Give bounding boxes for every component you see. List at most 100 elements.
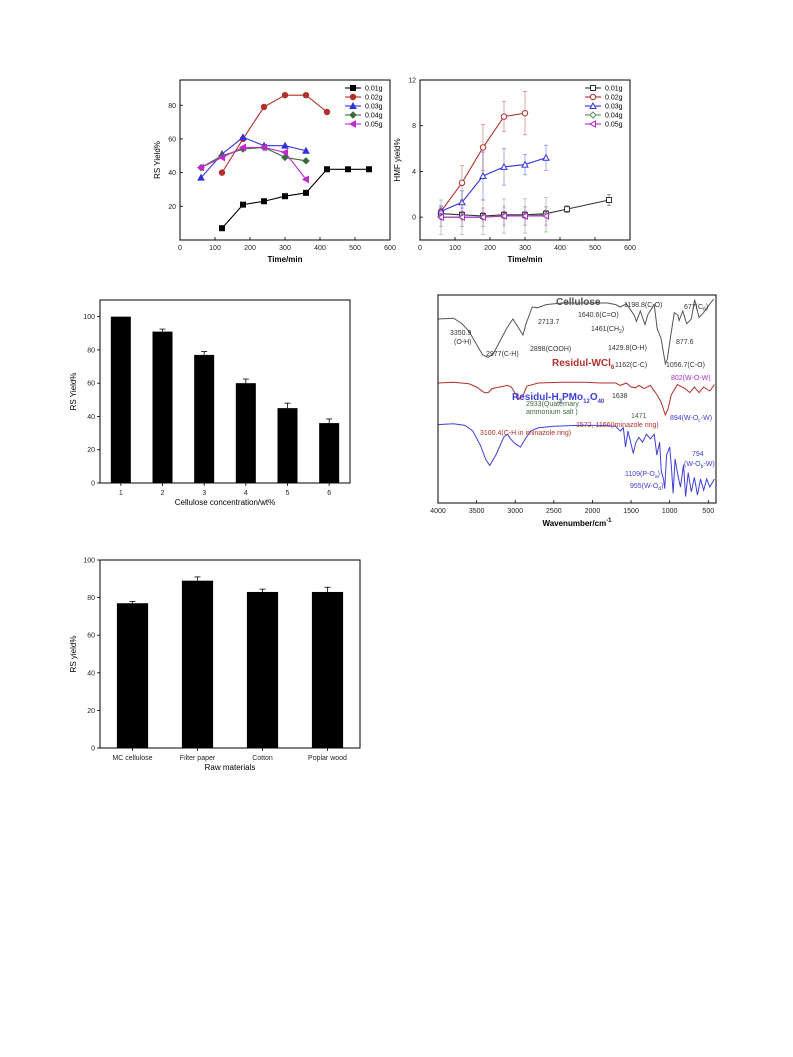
y-tick-label: 0 — [91, 746, 95, 753]
x-tick-label: 6 — [327, 490, 331, 497]
ftir-label-894: 894(W-Oc-W) — [670, 415, 712, 424]
ftir-label-1461: 1461(CH2) — [591, 326, 624, 335]
ftir-label-2933b: ammonium salt ) — [526, 409, 578, 416]
legend-label: 0.02g — [365, 95, 383, 102]
bar — [246, 591, 279, 748]
data-point — [261, 198, 267, 205]
ftir-annotations: Cellulose Residul-WCl6 Residul-H3PMo12O4… — [450, 297, 715, 492]
legend-label: 0.05g — [365, 122, 383, 129]
hmf-time-chart: 0 100 200 300 400 500 600 0 4 8 12 Time/min HMF yiel… — [393, 70, 640, 265]
x-tick-label: Cotton — [252, 755, 273, 762]
x-tick-label: 300 — [519, 245, 531, 252]
x-tick-label: 1000 — [662, 508, 678, 515]
x-tick-label: 2500 — [546, 508, 562, 515]
hmf-time-svg: 0 100 200 300 400 500 600 0 4 8 12 Time/min HMF yiel… — [393, 78, 636, 265]
data-point — [521, 160, 529, 168]
x-tick-label: 5 — [286, 490, 290, 497]
y-tick-label: 8 — [412, 123, 416, 130]
legend-label: 0.03g — [365, 104, 383, 111]
y-axis-label: RS yield% — [69, 636, 78, 673]
data-point — [323, 108, 331, 116]
x-tick-label: Poplar wood — [308, 755, 347, 762]
data-point — [197, 173, 205, 181]
y-axis-label: HMF yield% — [393, 138, 402, 181]
x-tick-label: 300 — [279, 245, 291, 252]
x-tick-label: 200 — [484, 245, 496, 252]
x-tick-label: 0 — [418, 245, 422, 252]
data-point — [324, 166, 330, 173]
ftir-label-oh: (O-H) — [454, 339, 472, 346]
legend-label: 0.05g — [605, 122, 623, 129]
data-point — [479, 171, 487, 179]
legend-marker — [349, 93, 357, 101]
x-axis-label: Cellulose concentration/wt% — [175, 498, 276, 507]
y-tick-label: 60 — [87, 381, 95, 388]
rs-time-chart: 0 100 200 300 400 500 600 20 40 60 80 Time/min RS Yi… — [150, 70, 400, 265]
ftir-label-955: 955(W-Od) — [630, 483, 663, 492]
ftir-label-3350: 3350.9 — [450, 330, 472, 337]
data-point — [302, 146, 310, 154]
data-point — [302, 91, 310, 99]
ftir-label-2977: 2977(C-H) — [486, 351, 519, 358]
series-line — [440, 199, 610, 217]
legend-label: 0.03g — [605, 104, 623, 111]
data-point — [436, 213, 444, 221]
ftir-label-1640: 1640.6(C=O) — [578, 312, 619, 319]
x-tick-label: 4000 — [430, 508, 446, 515]
data-point — [218, 169, 226, 176]
data-point — [301, 175, 309, 184]
x-tick-label: 1 — [119, 490, 123, 497]
data-point — [196, 163, 204, 172]
data-point — [282, 193, 288, 200]
y-axis-label: RS Yield% — [69, 373, 78, 411]
x-axis-label: Wavenumber/cm-1 — [542, 518, 612, 528]
legend-label: 0.01g — [365, 86, 383, 93]
legend-label: 0.04g — [365, 113, 383, 120]
x-tick-label: MC cellulose — [112, 755, 152, 762]
y-tick-label: 0 — [412, 215, 416, 222]
bar — [194, 354, 215, 483]
ftir-label-2933a: 2933(Quaternary — [526, 401, 579, 408]
x-tick-label: 500 — [589, 245, 601, 252]
y-tick-label: 40 — [168, 170, 176, 177]
data-point — [521, 109, 529, 117]
series-line — [440, 157, 547, 212]
ftir-label-3100: 3100.4(C-H in iminazole ring) — [480, 430, 571, 437]
x-tick-label: 4 — [244, 490, 248, 497]
ftir-label-794b: (W-Ob-W) — [684, 461, 715, 470]
legend-label: 0.04g — [605, 113, 623, 120]
series-0.03g: 0.03g — [437, 101, 623, 217]
x-tick-label: 400 — [554, 245, 566, 252]
x-axis-label: Raw materials — [205, 763, 256, 772]
series-line — [200, 146, 307, 180]
x-tick-label: 500 — [349, 245, 361, 252]
x-tick-label: 3500 — [469, 508, 485, 515]
data-point — [240, 201, 246, 208]
ftir-label-677: 677(C6) — [684, 304, 708, 313]
series-line — [200, 136, 307, 179]
x-tick-label: 2 — [161, 490, 165, 497]
series-0.05g: 0.05g — [196, 120, 383, 184]
series-line — [221, 168, 369, 229]
data-point — [478, 213, 486, 221]
rs-concentration-svg: 0 20 40 60 80 100 1 2 3 4 5 6 Cellulose concentratio… — [69, 299, 351, 507]
rs-raw-materials-plot-frame — [99, 559, 361, 749]
ftir-label-1471: 1471 — [631, 413, 647, 420]
data-point — [281, 141, 289, 149]
ftir-series-Residul-H3PMo12O40 — [437, 423, 715, 497]
y-tick-label: 20 — [168, 204, 176, 211]
bar — [152, 331, 173, 483]
ftir-label-1162: 1162(C-C) — [615, 362, 647, 369]
ftir-label-1429: 1429.8(O-H) — [608, 345, 647, 352]
bar — [110, 316, 131, 483]
x-tick-label: 500 — [702, 508, 714, 515]
data-point — [500, 162, 508, 170]
x-axis-label: Time/min — [508, 255, 543, 264]
x-tick-label: 400 — [314, 245, 326, 252]
ftir-series-Cellulose — [437, 298, 715, 366]
x-tick-label: 600 — [624, 245, 636, 252]
data-point — [606, 197, 612, 203]
ftir-chart: Cellulose Residul-WCl6 Residul-H3PMo12O4… — [420, 290, 725, 530]
ftir-label-1198: 1198.8(C-O) — [624, 302, 662, 309]
ftir-label-1109: 1109(P-Oa) — [625, 471, 660, 480]
